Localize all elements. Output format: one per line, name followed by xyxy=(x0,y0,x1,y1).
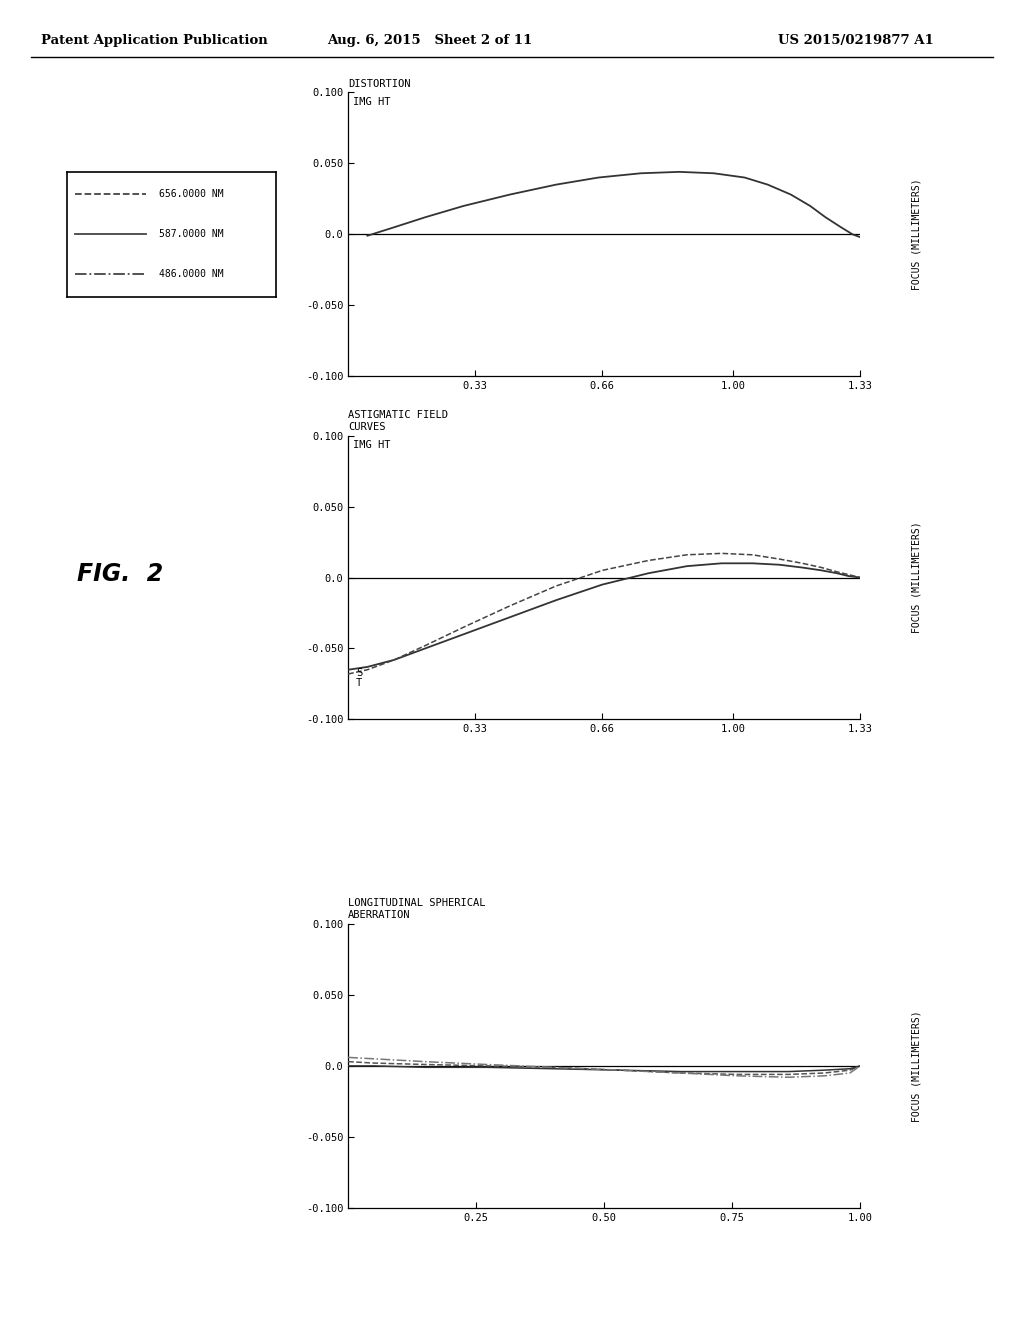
Text: 656.0000 NM: 656.0000 NM xyxy=(159,189,223,199)
Text: 486.0000 NM: 486.0000 NM xyxy=(159,269,223,280)
Text: T: T xyxy=(356,678,362,688)
Text: S: S xyxy=(356,668,362,678)
Text: FIG.  2: FIG. 2 xyxy=(77,562,163,586)
Text: 587.0000 NM: 587.0000 NM xyxy=(159,230,223,239)
Text: LONGITUDINAL SPHERICAL
ABERRATION: LONGITUDINAL SPHERICAL ABERRATION xyxy=(348,898,485,920)
Text: ASTIGMATIC FIELD
CURVES: ASTIGMATIC FIELD CURVES xyxy=(348,409,449,432)
Text: Patent Application Publication: Patent Application Publication xyxy=(41,34,267,48)
Text: FOCUS (MILLIMETERS): FOCUS (MILLIMETERS) xyxy=(911,178,922,290)
Text: FOCUS (MILLIMETERS): FOCUS (MILLIMETERS) xyxy=(911,1010,922,1122)
Text: DISTORTION: DISTORTION xyxy=(348,79,411,88)
Text: Aug. 6, 2015   Sheet 2 of 11: Aug. 6, 2015 Sheet 2 of 11 xyxy=(328,34,532,48)
Text: IMG HT: IMG HT xyxy=(353,96,391,107)
Text: FOCUS (MILLIMETERS): FOCUS (MILLIMETERS) xyxy=(911,521,922,634)
Text: US 2015/0219877 A1: US 2015/0219877 A1 xyxy=(778,34,934,48)
Text: IMG HT: IMG HT xyxy=(353,440,391,450)
